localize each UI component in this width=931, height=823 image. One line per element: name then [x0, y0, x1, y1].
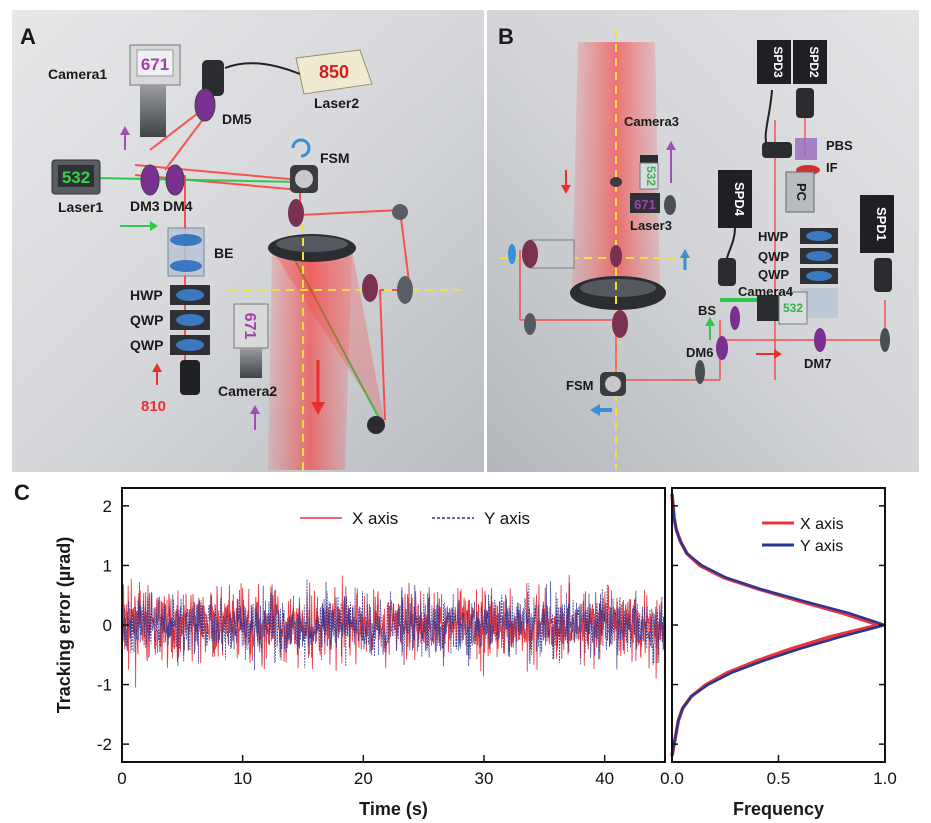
- tracking-error-chart: 0 10 20 30 40 -2 -1 0 1 2 Time (s) Tracking error (…: [54, 487, 666, 819]
- x-tick-label: 10: [233, 769, 252, 788]
- svg-text:SPD3: SPD3: [771, 46, 785, 78]
- frequency-histogram: 0.0 0.5 1.0 Frequency X axis Y axis: [660, 487, 897, 819]
- series-line-y-axis: [121, 579, 666, 671]
- label-be: BE: [214, 245, 233, 261]
- telescope-beam-a: [268, 250, 352, 470]
- spd2: SPD2: [793, 40, 827, 84]
- svg-text:SPD1: SPD1: [874, 207, 889, 241]
- dm6-mirror: [716, 336, 728, 360]
- svg-text:SPD4: SPD4: [732, 182, 747, 217]
- telescope-beam-b: [572, 42, 660, 290]
- label-laser3: Laser3: [630, 218, 672, 233]
- green-arrow-icon: [150, 221, 158, 231]
- hist-frame: [671, 487, 886, 763]
- panel-c: C 0 10 20 30 40 -2 -1 0 1 2 Time (s) Tracking error…: [14, 480, 897, 819]
- y-tick-label: 2: [103, 497, 112, 516]
- y-tick-label: -2: [97, 735, 112, 754]
- label-qwp-a2: QWP: [130, 337, 163, 353]
- legend-label-y: Y axis: [484, 509, 530, 528]
- label-pc: PC: [794, 183, 809, 202]
- telescope-fold-a: [272, 250, 385, 425]
- label-dm6: DM6: [686, 345, 713, 360]
- x-tick-label: 20: [354, 769, 373, 788]
- dm3-mirror: [140, 164, 160, 196]
- x-axis-title: Time (s): [359, 799, 428, 819]
- spd4: SPD4: [718, 170, 752, 228]
- red-arrow-icon: [152, 363, 162, 372]
- label-bs: BS: [698, 303, 716, 318]
- hist-series-x-axis: [670, 493, 881, 757]
- panel-a-letter: A: [20, 24, 36, 49]
- pbs-cube: [795, 138, 817, 160]
- label-camera3: Camera3: [624, 114, 679, 129]
- hist-x-tick-label: 0.5: [767, 769, 791, 788]
- label-dm4: DM4: [163, 198, 193, 214]
- label-hwp-b: HWP: [758, 229, 789, 244]
- panel-b: B SPD3 SPD2: [487, 10, 919, 472]
- laser3-screen: 671: [634, 197, 656, 212]
- y-axis-title: Tracking error (µrad): [54, 537, 74, 713]
- label-qwp-a1: QWP: [130, 312, 163, 328]
- legend-label-x: X axis: [352, 509, 398, 528]
- panel-c-letter: C: [14, 480, 30, 505]
- laser2-screen: 850: [319, 62, 349, 82]
- y-tick-label: -1: [97, 676, 112, 695]
- dm4-mirror: [165, 164, 185, 196]
- label-fsm-b: FSM: [566, 378, 593, 393]
- label-laser2: Laser2: [314, 95, 359, 111]
- x-tick-label: 30: [475, 769, 494, 788]
- camera3-screen: 532: [644, 166, 658, 186]
- label-pbs: PBS: [826, 138, 853, 153]
- camera1-screen: 671: [141, 55, 169, 74]
- hist-series-y-axis: [670, 493, 887, 757]
- x-tick-label: 40: [595, 769, 614, 788]
- dm5-mirror: [194, 88, 216, 122]
- hist-x-tick-label: 0.0: [660, 769, 684, 788]
- panel-b-letter: B: [498, 24, 514, 49]
- camera4-screen: 532: [783, 301, 803, 315]
- label-hwp-a: HWP: [130, 287, 163, 303]
- label-camera4: Camera4: [738, 284, 794, 299]
- label-fsm-a: FSM: [320, 150, 350, 166]
- y-tick-label: 1: [103, 556, 112, 575]
- down-arrow-icon: [311, 402, 325, 415]
- hist-legend-label-y: Y axis: [800, 538, 843, 555]
- label-dm3: DM3: [130, 198, 160, 214]
- spd1: SPD1: [860, 195, 894, 253]
- label-qwp-b2: QWP: [758, 267, 789, 282]
- camera2-screen: 671: [241, 313, 258, 340]
- label-camera2: Camera2: [218, 383, 277, 399]
- hist-legend-label-x: X axis: [800, 516, 844, 533]
- laser1-screen: 532: [62, 168, 90, 187]
- label-camera1: Camera1: [48, 66, 107, 82]
- label-qwp-b1: QWP: [758, 249, 789, 264]
- camera1: 671 Camera1: [48, 44, 181, 137]
- panel-a: A 671 Camera1: [12, 10, 484, 472]
- label-dm5: DM5: [222, 111, 252, 127]
- spd3: SPD3: [757, 40, 791, 84]
- label-laser1: Laser1: [58, 199, 103, 215]
- laser2: 850 Laser2: [202, 49, 373, 111]
- hist-x-tick-label: 1.0: [873, 769, 897, 788]
- label-dm7: DM7: [804, 356, 831, 371]
- rotate-icon: [291, 138, 311, 158]
- hist-x-axis-title: Frequency: [733, 799, 824, 819]
- y-tick-label: 0: [103, 616, 112, 635]
- label-810: 810: [141, 398, 166, 415]
- green-beam-a: [94, 177, 301, 183]
- violet-arrow-icon: [120, 126, 130, 135]
- dm7-mirror: [814, 328, 826, 352]
- waveplate-stack-a: [170, 285, 210, 395]
- label-if: IF: [826, 160, 838, 175]
- camera2: 671 Camera2: [218, 303, 277, 399]
- x-tick-label: 0: [117, 769, 126, 788]
- laser1: 532 Laser1: [51, 159, 103, 215]
- svg-text:SPD2: SPD2: [807, 46, 821, 78]
- fold-mirror-a: [367, 416, 385, 434]
- pockels-cell: [785, 171, 815, 213]
